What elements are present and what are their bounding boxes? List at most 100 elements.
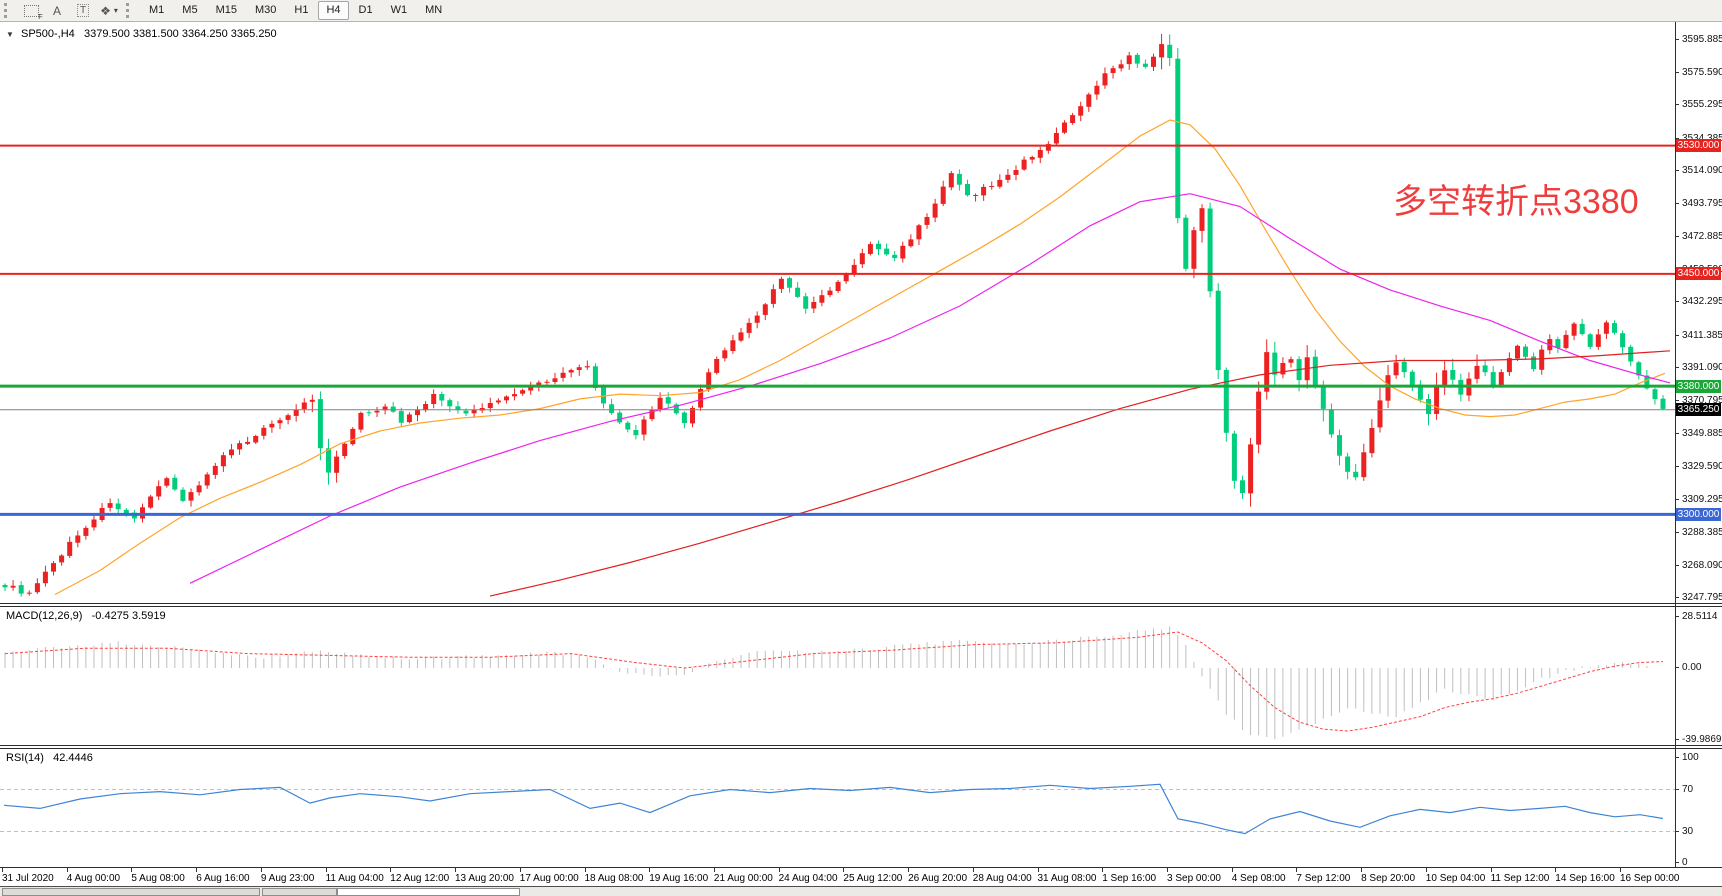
timeframe-button-d1[interactable]: D1 <box>358 4 373 16</box>
macd-signal-line <box>4 631 1664 732</box>
time-tick <box>713 868 715 872</box>
text-box-icon[interactable]: T <box>73 2 93 20</box>
chart-area: ▼ SP500-,H4 3379.500 3381.500 3364.250 3… <box>0 22 1722 896</box>
time-axis-label: 13 Aug 20:00 <box>455 873 514 884</box>
timeframe-button-m1[interactable]: M1 <box>149 4 165 16</box>
panel-separator <box>0 603 1722 604</box>
ma-fast-orange-line <box>54 119 1666 596</box>
price-tick-label: 3534.385 <box>1675 132 1722 144</box>
text-label-icon[interactable]: A <box>52 3 61 18</box>
price-tick-label: 3514.090 <box>1675 165 1722 177</box>
timeframe-button-h1[interactable]: H1 <box>294 4 309 16</box>
timeframe-button-m5[interactable]: M5 <box>182 4 198 16</box>
toolbar-grip[interactable] <box>126 3 133 18</box>
price-tick-label: 3493.795 <box>1675 197 1722 209</box>
chart-quote-ohlc: 3379.500 3381.500 3364.250 3365.250 <box>83 28 277 40</box>
time-axis-label: 3 Sep 00:00 <box>1167 873 1221 884</box>
rsi-tick-label: 0 <box>1675 857 1688 868</box>
time-axis-label: 25 Aug 12:00 <box>843 873 903 884</box>
chart-symbol-period: SP500-,H4 <box>20 28 75 40</box>
time-tick <box>519 868 521 872</box>
chart-title: ▼ SP500-,H4 3379.500 3381.500 3364.250 3… <box>6 28 277 40</box>
time-axis-label: 24 Aug 04:00 <box>778 873 838 884</box>
time-tick <box>1361 868 1363 872</box>
timeframe-button-m15[interactable]: M15 <box>215 4 237 16</box>
bottom-tab[interactable] <box>2 888 260 896</box>
chart-text-annotation: 多空转折点3380 <box>1393 183 1639 221</box>
rsi-axis: 100 70 30 0 <box>1674 748 1722 868</box>
price-tick-label: 3268.090 <box>1675 559 1722 571</box>
price-tick-label: 3411.385 <box>1675 329 1722 341</box>
panel-separator <box>0 748 1722 749</box>
macd-tick-label: 28.5114 <box>1674 610 1718 622</box>
price-tick-label: 3309.295 <box>1675 493 1722 505</box>
price-tick-label: 3595.885 <box>1675 34 1722 45</box>
time-axis-label: 19 Aug 16:00 <box>649 873 709 884</box>
panel-separator <box>0 867 1722 868</box>
price-tick-label: 3575.590 <box>1675 66 1722 78</box>
ma-slow-red-line <box>489 350 1671 597</box>
timeframe-button-mn[interactable]: MN <box>425 4 443 16</box>
time-axis-label: 16 Sep 00:00 <box>1620 873 1680 884</box>
hline-price-label: 3300.000 <box>1676 507 1721 521</box>
time-tick <box>66 868 68 872</box>
hline-price-label: 3450.000 <box>1676 267 1721 281</box>
time-tick <box>908 868 910 872</box>
time-axis-label: 5 Aug 08:00 <box>131 873 185 884</box>
time-axis-label: 31 Jul 2020 <box>2 873 54 884</box>
rsi-line <box>3 783 1664 835</box>
time-tick <box>843 868 845 872</box>
macd-tick-label: -39.9869 <box>1674 734 1722 745</box>
price-chart-canvas[interactable] <box>0 22 1675 604</box>
time-axis-label: 14 Sep 16:00 <box>1555 873 1615 884</box>
timeframe-button-h4[interactable]: H4 <box>318 1 349 20</box>
time-tick <box>131 868 133 872</box>
bottom-tab-strip <box>0 886 1722 896</box>
macd-tick-label: 0.00 <box>1674 662 1702 673</box>
time-axis-label: 11 Aug 04:00 <box>325 873 384 884</box>
price-tick-label: 3288.385 <box>1675 527 1722 538</box>
hline-price-label: 3380.000 <box>1676 379 1721 393</box>
chart-collapse-icon[interactable]: ▼ <box>6 30 14 39</box>
price-tick-label: 3432.295 <box>1675 296 1722 308</box>
time-axis-label: 31 Aug 08:00 <box>1037 873 1097 884</box>
time-tick <box>2 868 3 872</box>
price-tick-label: 3555.295 <box>1675 99 1722 111</box>
rsi-panel-canvas[interactable] <box>0 748 1675 868</box>
time-tick <box>1167 868 1168 872</box>
panel-separator <box>0 606 1722 607</box>
dropdown-caret-icon[interactable]: ▾ <box>113 6 118 15</box>
panel-separator <box>0 745 1722 746</box>
time-tick <box>1231 868 1233 872</box>
time-tick <box>649 868 651 872</box>
time-axis-label: 28 Aug 04:00 <box>972 873 1032 884</box>
time-tick <box>196 868 198 872</box>
time-axis-label: 9 Aug 23:00 <box>260 873 315 884</box>
fib-tool-icon[interactable]: F <box>21 2 43 21</box>
hline-price-label: 3530.000 <box>1676 139 1721 153</box>
rsi-indicator-value: 42.4446 <box>53 752 93 764</box>
timeframe-button-w1[interactable]: W1 <box>390 4 408 16</box>
bottom-tab[interactable] <box>262 888 337 896</box>
timeframe-button-m30[interactable]: M30 <box>254 4 277 16</box>
time-axis[interactable]: 31 Jul 2020 4 Aug 00:00 5 Aug 08:00 6 Aug 1… <box>0 868 1722 886</box>
price-axis[interactable]: 3595.885 3575.590 3555.295 3534.385 3514.090… <box>1675 22 1722 604</box>
time-axis-label: 8 Sep 20:00 <box>1361 873 1416 884</box>
macd-axis: 28.5114 0.00 -39.9869 <box>1674 606 1722 746</box>
price-axis-border <box>1675 22 1676 868</box>
time-tick <box>1620 868 1621 872</box>
time-axis-label: 10 Sep 04:00 <box>1425 873 1486 884</box>
toolbar-grip[interactable] <box>4 3 11 18</box>
time-axis-label: 21 Aug 00:00 <box>713 873 773 884</box>
time-tick <box>455 868 456 872</box>
ma-mid-magenta-line <box>189 193 1671 584</box>
time-tick <box>778 868 780 872</box>
arrows-tool-icon[interactable]: ❖ ▾ <box>100 3 118 18</box>
rsi-tick-label: 100 <box>1675 752 1699 763</box>
macd-panel-canvas[interactable] <box>0 606 1675 746</box>
time-axis-label: 4 Sep 08:00 <box>1231 873 1286 884</box>
time-axis-label: 18 Aug 08:00 <box>584 873 644 884</box>
bottom-tab[interactable] <box>337 888 520 896</box>
price-tick-label: 3247.795 <box>1675 592 1722 604</box>
